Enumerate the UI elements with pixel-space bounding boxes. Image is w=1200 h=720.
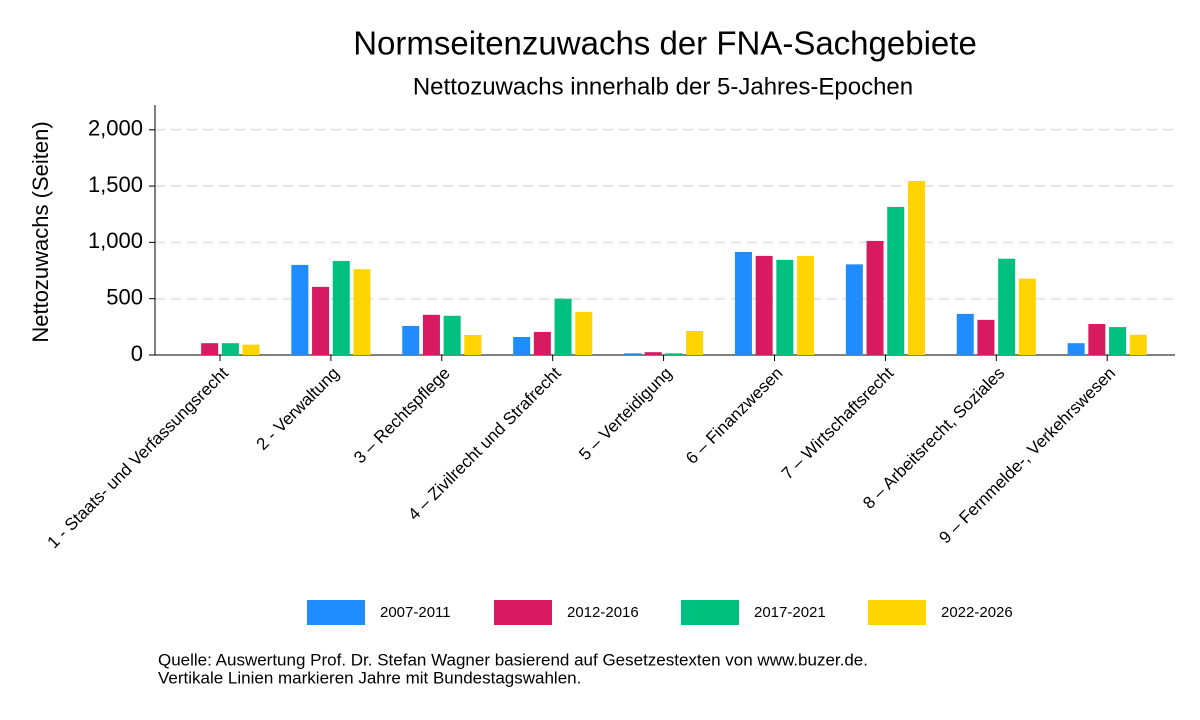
bar [1018, 278, 1036, 355]
legend-swatch [681, 600, 739, 625]
bar [907, 181, 925, 355]
x-tick-label: 9 – Fernmelde-, Verkehrswesen [935, 364, 1119, 548]
legend-label: 2017-2021 [754, 604, 826, 621]
bar [242, 344, 260, 355]
x-tick-label: 5 – Verteidigung [575, 364, 675, 464]
x-tick-label: 2 - Verwaltung [253, 364, 343, 454]
bar [291, 264, 309, 355]
bar [575, 311, 593, 355]
bar [1129, 334, 1147, 355]
bar [644, 352, 662, 355]
bar [776, 259, 794, 355]
chart-title: Normseitenzuwachs der FNA-Sachgebiete [353, 25, 977, 62]
bar [1067, 343, 1085, 355]
chart-subtitle: Nettozuwachs innerhalb der 5-Jahres-Epoc… [413, 73, 913, 100]
legend-swatch [868, 600, 926, 625]
bar [332, 260, 350, 355]
x-tick-label: 1 - Staats- und Verfassungsrecht [43, 363, 232, 552]
bar [887, 206, 905, 355]
legend-label: 2012-2016 [567, 604, 639, 621]
bar [554, 298, 572, 355]
bar [422, 314, 440, 355]
y-tick-label: 500 [106, 285, 143, 310]
legend-label: 2022-2026 [941, 604, 1013, 621]
bar [1088, 324, 1106, 355]
bar [402, 325, 420, 355]
bar [624, 353, 642, 355]
bar [665, 353, 683, 355]
bar [998, 258, 1016, 355]
x-tick-label: 7 – Wirtschaftsrecht [778, 363, 898, 483]
bar [533, 331, 551, 355]
bar [797, 255, 815, 355]
bar [845, 264, 863, 355]
bar [866, 240, 884, 355]
bar [312, 286, 330, 355]
bar [443, 315, 461, 355]
x-tick-label: 6 – Finanzwesen [682, 364, 786, 468]
y-tick-label: 1,500 [88, 172, 143, 197]
bar [755, 255, 773, 355]
y-tick-label: 1,000 [88, 228, 143, 253]
y-axis-label: Nettozuwachs (Seiten) [28, 121, 53, 342]
bar [734, 251, 752, 355]
bar [464, 334, 482, 355]
legend-swatch [307, 600, 365, 625]
bar [956, 313, 974, 355]
bar [1109, 327, 1127, 355]
y-tick-label: 0 [131, 341, 143, 366]
bar [686, 331, 704, 355]
bar [353, 269, 371, 355]
footnote: Vertikale Linien markieren Jahre mit Bun… [158, 668, 581, 687]
footnote: Quelle: Auswertung Prof. Dr. Stefan Wagn… [158, 650, 868, 669]
bar [221, 343, 239, 355]
x-tick-label: 3 – Rechtspflege [350, 364, 454, 468]
bar [977, 319, 995, 355]
legend-label: 2007-2011 [380, 604, 451, 621]
bar [513, 336, 531, 355]
legend-swatch [494, 600, 552, 625]
y-tick-label: 2,000 [88, 116, 143, 141]
bar [201, 343, 219, 355]
